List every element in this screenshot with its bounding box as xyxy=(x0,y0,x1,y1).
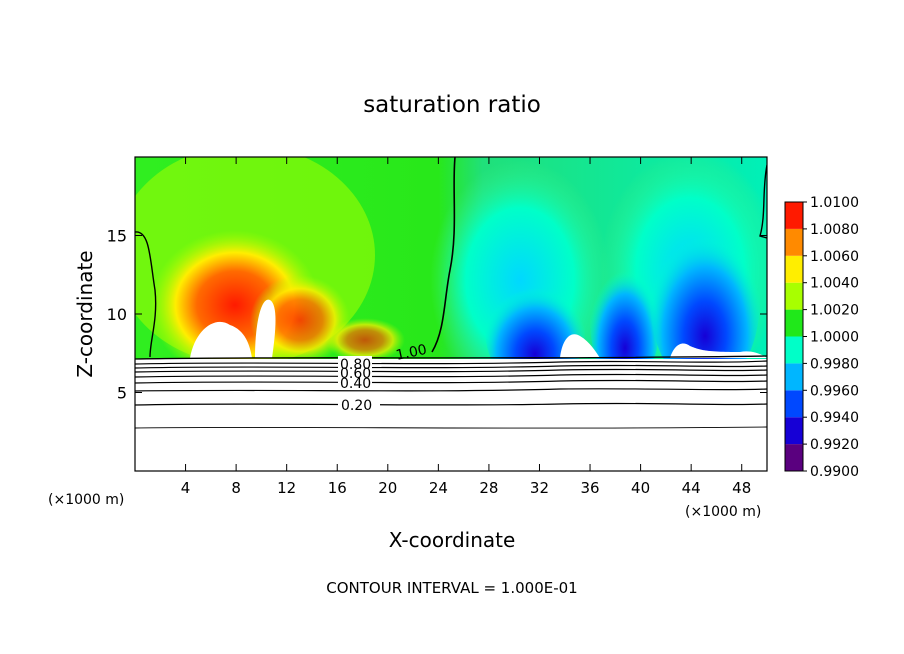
contour-label-0-80: 0.80 xyxy=(340,357,371,373)
x-tick-label: 4 xyxy=(181,479,191,497)
x-tick-label: 28 xyxy=(479,479,498,497)
y-axis-ticks: 5 10 15 xyxy=(107,227,767,403)
colorbar-segment xyxy=(785,363,803,391)
y-tick-label: 15 xyxy=(107,227,127,246)
x-tick-label: 36 xyxy=(580,479,599,497)
contour-label-0-60: 0.60 xyxy=(340,366,371,382)
colorbar-segment xyxy=(785,309,803,337)
lower-contours xyxy=(134,355,768,429)
field-shading xyxy=(135,157,767,359)
x-tick-label: 20 xyxy=(378,479,397,497)
colorbar-label: 0.9960 xyxy=(810,383,859,399)
contour-interval-footer: CONTOUR INTERVAL = 1.000E-01 xyxy=(326,579,577,597)
colorbar: 0.9900 0.9920 0.9940 0.9960 0.9980 1.0000 1.00… xyxy=(784,195,859,480)
colorbar-segment xyxy=(785,202,803,229)
contour-label-0-20: 0.20 xyxy=(341,398,372,414)
colorbar-segment xyxy=(785,390,803,418)
x-tick-label: 16 xyxy=(328,479,347,497)
colorbar-segment xyxy=(785,336,803,364)
colorbar-label: 1.0000 xyxy=(810,330,859,346)
colorbar-label: 1.0060 xyxy=(810,249,859,265)
x-unit-left: (×1000 m) xyxy=(48,492,124,508)
colorbar-label: 1.0040 xyxy=(810,276,859,292)
colorbar-segment xyxy=(785,417,803,445)
colorbar-label: 1.0080 xyxy=(810,222,859,238)
contour-label-1-00: 1.00 xyxy=(395,342,429,364)
colorbar-segment xyxy=(785,228,803,256)
colorbar-label: 1.0100 xyxy=(810,195,859,211)
colorbar-label: 0.9920 xyxy=(810,437,859,453)
plot-area: 1.00 0.80 0.60 0.40 0.20 xyxy=(134,156,768,472)
colorbar-label: 1.0020 xyxy=(810,303,859,319)
x-axis-ticks: 4 8 12 16 20 24 28 32 36 40 44 48 xyxy=(181,157,751,497)
x-tick-label: 48 xyxy=(732,479,751,497)
x-tick-label: 32 xyxy=(530,479,549,497)
x-unit-right: (×1000 m) xyxy=(685,504,761,520)
colorbar-label: 0.9980 xyxy=(810,356,859,372)
colorbar-label: 0.9940 xyxy=(810,410,859,426)
colorbar-segment xyxy=(785,282,803,310)
colorbar-segment xyxy=(785,255,803,283)
y-tick-label: 10 xyxy=(107,305,127,324)
chart-title: saturation ratio xyxy=(363,92,541,118)
colorbar-label: 0.9900 xyxy=(810,464,859,480)
x-tick-label: 8 xyxy=(231,479,241,497)
y-tick-label: 5 xyxy=(117,384,127,403)
contour-labels: 1.00 0.80 0.60 0.40 0.20 xyxy=(338,342,429,414)
x-tick-label: 24 xyxy=(429,479,448,497)
y-axis-label: Z-coordinate xyxy=(73,250,97,377)
colorbar-segment xyxy=(785,444,803,471)
x-tick-label: 40 xyxy=(631,479,650,497)
x-tick-label: 12 xyxy=(277,479,296,497)
x-tick-label: 44 xyxy=(682,479,701,497)
x-axis-label: X-coordinate xyxy=(389,528,516,552)
contour-label-0-40: 0.40 xyxy=(340,376,371,392)
